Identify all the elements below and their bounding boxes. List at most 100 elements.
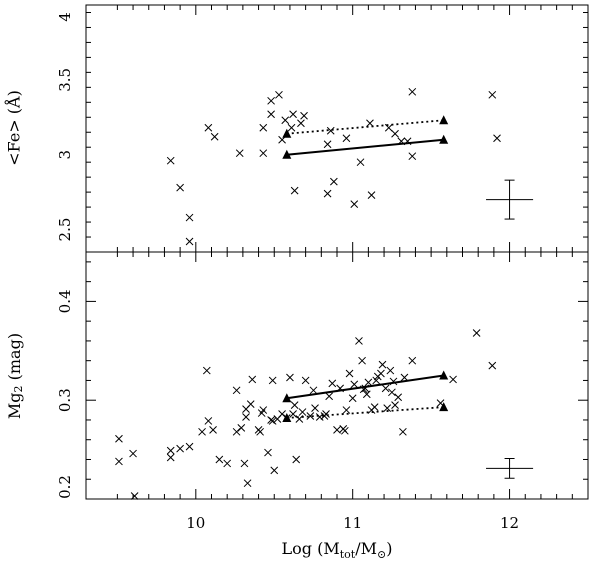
bottom-data-point (130, 492, 139, 500)
top-data-point (297, 119, 305, 128)
top-data-point (323, 140, 332, 149)
bottom-data-point (399, 427, 407, 436)
bottom-data-point (408, 356, 417, 365)
bottom-data-point (264, 448, 272, 457)
bottom-data-point (342, 406, 351, 414)
top-panel-frame (85, 4, 589, 253)
bottom-data-point (232, 427, 241, 436)
top-data-point (267, 110, 275, 119)
bottom-data-point (345, 369, 354, 378)
top-solid-triangle-marker (439, 134, 449, 144)
top-solid-triangle-marker (282, 149, 292, 159)
bottom-data-point (364, 378, 373, 387)
bottom-data-point (381, 384, 390, 393)
bottom-data-point (350, 380, 359, 389)
bottom-data-point (290, 401, 299, 409)
x-tick-label: 10 (186, 514, 205, 532)
top-data-point (275, 90, 283, 99)
bottom-data-point (166, 446, 175, 455)
top-data-point (281, 116, 290, 125)
bottom-data-point (209, 425, 217, 434)
bottom-panel: 0.2 0.3 0.4 10 11 12 Mg2 (mag) Log (Mtot/M⊙) (5, 251, 589, 561)
bottom-data-point (198, 427, 206, 436)
bottom-data-point (386, 366, 395, 375)
top-data-point (326, 126, 335, 135)
bottom-data-point (242, 413, 250, 421)
bottom-data-point (237, 424, 246, 432)
bottom-solid-fit-line (286, 374, 444, 400)
bottom-y-tick-label: 0.2 (56, 475, 74, 499)
top-error-bar (486, 179, 534, 220)
top-data-point (488, 90, 497, 99)
top-data-point (259, 123, 268, 132)
bottom-data-point (325, 392, 334, 401)
bottom-data-point (286, 373, 294, 382)
top-data-point (350, 200, 359, 208)
bottom-data-point (270, 466, 279, 475)
top-data-point (493, 134, 501, 143)
bottom-panel-tick-labels: 0.2 0.3 0.4 10 11 12 (56, 289, 519, 532)
top-y-tick-label: 2.5 (56, 218, 74, 242)
bottom-data-point (372, 376, 381, 385)
bottom-data-point (355, 337, 363, 345)
bottom-data-point (388, 388, 396, 397)
bottom-data-point (322, 410, 330, 418)
bottom-solid-triangle-marker (282, 393, 292, 403)
top-data-point (185, 213, 194, 222)
bottom-y-axis-label: Mg2 (mag) (5, 333, 26, 419)
x-tick-label: 11 (343, 514, 362, 532)
top-data-point (367, 191, 376, 199)
bottom-dotted-triangle-marker (282, 412, 292, 422)
top-data-point (287, 123, 296, 132)
bottom-data-point (202, 366, 211, 375)
top-data-point (290, 186, 299, 195)
x-label-mid: /M (355, 539, 377, 558)
top-panel-tick-labels: 2.5 3 3.5 4 (56, 12, 74, 241)
bottom-data-point (400, 373, 409, 382)
bottom-y-tick-label: 0.4 (56, 289, 74, 313)
top-panel: 2.5 3 3.5 4 <Fe> (Å) (4, 4, 589, 253)
top-data-point (384, 123, 393, 132)
bottom-data-point (488, 361, 497, 370)
bottom-data-point (362, 390, 371, 399)
bottom-error-bar (486, 457, 534, 479)
bottom-panel-marks (115, 329, 534, 500)
bottom-panel-frame (85, 251, 589, 500)
bottom-data-point (394, 393, 403, 402)
bottom-data-point (301, 376, 310, 385)
bottom-data-point (185, 442, 194, 451)
top-data-point (408, 152, 417, 161)
bottom-data-point (315, 413, 324, 421)
bottom-data-point (358, 356, 366, 365)
x-label-end: ) (386, 539, 392, 558)
bottom-data-point (370, 403, 379, 411)
bottom-data-point (278, 410, 286, 418)
bottom-data-point (268, 417, 277, 425)
top-data-point (185, 237, 194, 246)
bottom-data-point (256, 427, 264, 436)
bottom-data-point (311, 404, 319, 412)
bottom-data-point (309, 386, 318, 395)
x-label-main: Log (M (282, 539, 340, 558)
bottom-data-point (240, 459, 249, 468)
bottom-data-point (176, 444, 184, 453)
bottom-data-point (246, 400, 255, 409)
bottom-data-point (348, 394, 357, 403)
bottom-data-point (306, 412, 315, 420)
top-data-point (323, 189, 332, 198)
bottom-data-point (248, 375, 257, 384)
top-dotted-triangle-marker (282, 128, 292, 138)
bottom-data-point (268, 376, 277, 385)
bottom-data-point (328, 379, 337, 388)
top-data-point (259, 149, 268, 158)
top-data-point (267, 96, 275, 105)
top-panel-marks (166, 87, 534, 246)
top-y-tick-label: 3 (56, 150, 74, 160)
bottom-data-point (243, 479, 252, 488)
top-data-point (391, 129, 399, 138)
top-dotted-triangle-marker (439, 115, 449, 125)
bottom-data-point (223, 459, 232, 468)
y-label-main: Mg (5, 392, 24, 419)
bottom-solid-triangle-marker (439, 370, 449, 380)
